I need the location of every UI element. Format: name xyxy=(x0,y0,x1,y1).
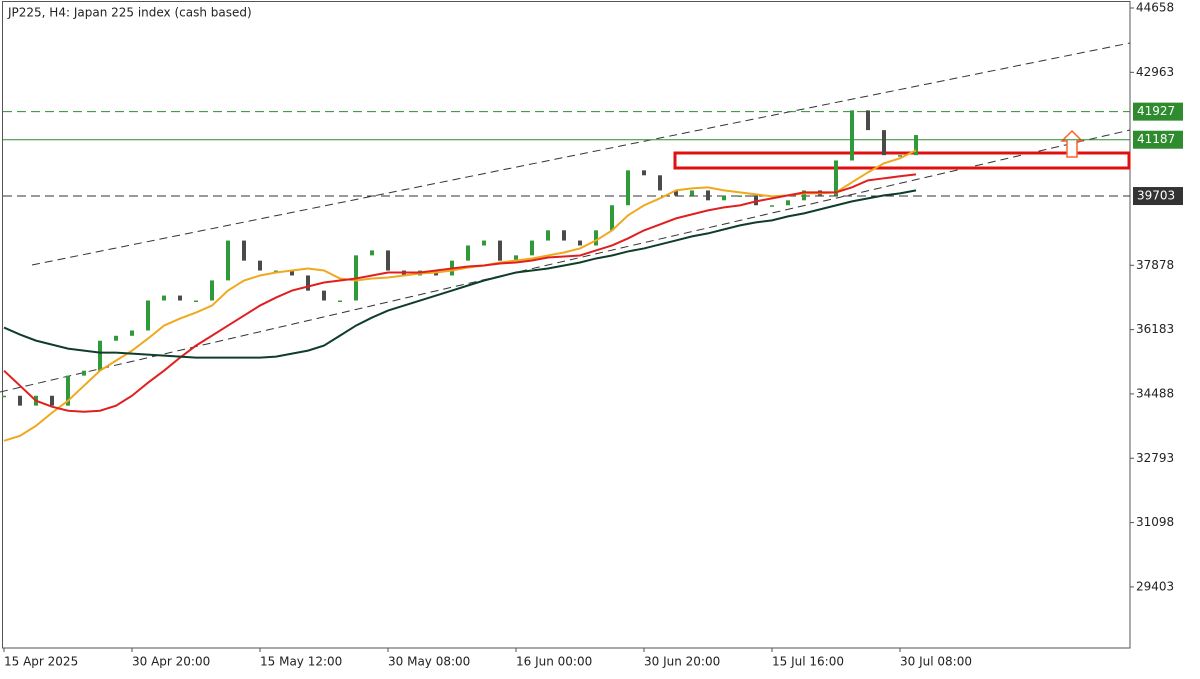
candle xyxy=(82,370,86,376)
candle xyxy=(194,300,198,303)
plot-frame xyxy=(2,1,1131,649)
candle xyxy=(642,170,646,176)
candle xyxy=(626,170,630,206)
candle xyxy=(98,340,102,371)
candle xyxy=(178,295,182,301)
candle xyxy=(498,240,502,261)
trend-line xyxy=(0,129,1131,393)
price-tag-label: 41187 xyxy=(1137,132,1175,146)
x-tick-label: 15 Apr 2025 xyxy=(4,655,78,669)
candle xyxy=(162,295,166,301)
candle xyxy=(370,250,374,256)
y-tick-label: 32793 xyxy=(1136,451,1174,465)
candle xyxy=(786,200,790,206)
candle xyxy=(226,240,230,281)
candle xyxy=(610,205,614,231)
candle xyxy=(866,110,870,131)
candle xyxy=(66,375,70,406)
y-tick-label: 44658 xyxy=(1136,1,1174,15)
candle xyxy=(130,330,134,336)
candle xyxy=(578,240,582,246)
candle xyxy=(914,135,918,156)
x-tick-label: 16 Jun 00:00 xyxy=(516,655,592,669)
candle xyxy=(594,230,598,246)
candle xyxy=(562,230,566,241)
arrow-up xyxy=(1060,129,1084,158)
candle xyxy=(722,195,726,201)
price-tag-label: 39703 xyxy=(1137,189,1175,203)
moving-average xyxy=(3,173,917,413)
y-tick-label: 34488 xyxy=(1136,386,1174,400)
x-tick-label: 30 Apr 20:00 xyxy=(132,655,210,669)
moving-average xyxy=(3,189,917,359)
candle xyxy=(306,275,310,291)
candle xyxy=(274,270,278,273)
price-tag xyxy=(1133,130,1183,149)
candle xyxy=(898,155,902,157)
candle xyxy=(546,230,550,241)
candle xyxy=(770,205,774,207)
candle xyxy=(882,130,886,156)
candle xyxy=(50,395,54,406)
candle xyxy=(530,240,534,256)
candle xyxy=(290,270,294,276)
candle xyxy=(514,255,518,261)
candle xyxy=(322,290,326,301)
price-tag xyxy=(1133,187,1183,206)
y-tick-label: 37878 xyxy=(1136,258,1174,272)
y-tick-label: 42963 xyxy=(1136,65,1174,79)
candle xyxy=(2,395,6,398)
candle xyxy=(114,335,118,341)
candle xyxy=(466,245,470,261)
zone-box xyxy=(673,151,1131,170)
candle xyxy=(706,190,710,201)
price-tag xyxy=(1133,102,1183,121)
y-tick-label: 36183 xyxy=(1136,322,1174,336)
candle xyxy=(834,160,838,196)
y-tick-label: 29403 xyxy=(1136,579,1174,593)
candle xyxy=(338,300,342,303)
candle xyxy=(754,195,758,206)
x-tick-label: 30 Jun 20:00 xyxy=(644,655,720,669)
candle xyxy=(738,195,742,197)
candle xyxy=(146,300,150,331)
candle xyxy=(802,190,806,201)
candle xyxy=(674,190,678,196)
moving-average xyxy=(3,149,917,442)
trend-line xyxy=(31,42,1131,266)
candle xyxy=(658,175,662,191)
candle xyxy=(850,110,854,161)
candle xyxy=(690,190,694,196)
candle xyxy=(242,240,246,261)
candle xyxy=(210,280,214,301)
trend-lines xyxy=(0,42,1131,393)
price-tag-label: 41927 xyxy=(1137,104,1175,118)
x-tick-label: 15 May 12:00 xyxy=(260,655,342,669)
candle xyxy=(386,250,390,271)
x-tick-label: 30 May 08:00 xyxy=(388,655,470,669)
y-tick-label: 31098 xyxy=(1136,515,1174,529)
candle xyxy=(482,240,486,246)
candle xyxy=(258,260,262,271)
x-tick-label: 30 Jul 08:00 xyxy=(900,655,972,669)
chart-title: JP225, H4: Japan 225 index (cash based) xyxy=(7,6,252,20)
x-tick-label: 15 Jul 16:00 xyxy=(772,655,844,669)
candle xyxy=(18,395,22,406)
